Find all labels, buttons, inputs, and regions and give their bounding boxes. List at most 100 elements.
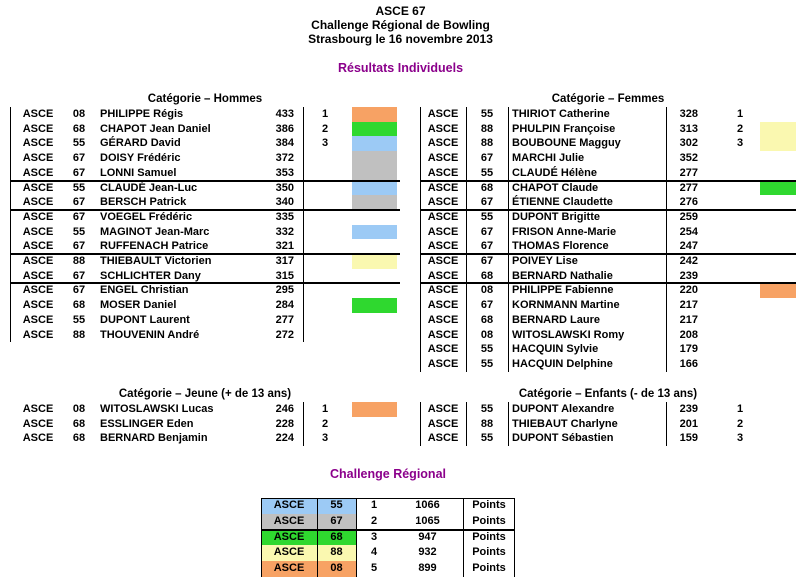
club-cell: ASCE	[22, 284, 54, 297]
club-number-cell: 67	[72, 269, 86, 282]
club-cell: ASCE	[427, 343, 459, 356]
table-row: ASCE 55 MAGINOT Jean-Marc 332	[10, 224, 400, 240]
team-color-cell	[760, 121, 796, 137]
player-name-cell: HACQUIN Delphine	[512, 357, 613, 370]
score-cell: 277	[679, 181, 698, 194]
club-number-cell: 68	[72, 122, 86, 135]
club-cell: ASCE	[22, 166, 54, 179]
team-color-cell	[352, 165, 397, 181]
player-name-cell: CHAPOT Jean Daniel	[100, 122, 211, 135]
club-cell: ASCE	[22, 328, 54, 341]
club-number-cell: 67	[72, 210, 86, 223]
table-row: ASCE 88 PHULPIN Françoise 313 2	[420, 121, 796, 137]
player-name-cell: DUPONT Alexandre	[512, 403, 615, 415]
player-name-cell: BOUBOUNE Magguy	[512, 137, 621, 150]
club-cell: ASCE	[427, 108, 459, 120]
score-cell: 433	[275, 108, 294, 120]
table-row: ASCE 67 POIVEY Lise 242	[420, 254, 796, 269]
total-points-cell: 899	[418, 562, 437, 575]
rank-cell: 1	[321, 403, 329, 415]
player-name-cell: CLAUDÉ Hélène	[512, 166, 597, 179]
table-row: ASCE 67 LONNI Samuel 353	[10, 165, 400, 181]
table-row-separator	[10, 179, 400, 182]
player-name-cell: BERNARD Benjamin	[100, 432, 208, 445]
club-number-cell: 88	[480, 137, 494, 150]
club-cell: ASCE	[427, 417, 459, 430]
club-cell: ASCE	[22, 210, 54, 223]
table-rows-femmes: ASCE 55 THIRIOT Catherine 328 1 ASCE 88 PHULPIN…	[420, 107, 796, 372]
table-row-separator	[420, 282, 796, 285]
team-color-cell	[352, 151, 397, 166]
score-cell: 277	[679, 166, 698, 179]
player-name-cell: GÉRARD David	[100, 137, 181, 150]
score-cell: 259	[679, 210, 698, 223]
score-cell: 384	[275, 137, 294, 150]
table-rows-enfants: ASCE 55 DUPONT Alexandre 239 1 ASCE 88 THIEBAUT…	[420, 402, 796, 447]
score-cell: 201	[679, 417, 698, 430]
club-number-cell: 55	[480, 343, 494, 356]
table-row: ASCE 55 HACQUIN Sylvie 179	[420, 342, 796, 357]
table-row: ASCE 68 CHAPOT Claude 277	[420, 180, 796, 196]
table-row: ASCE 67 KORNMANN Martine 217	[420, 298, 796, 313]
club-number-cell: 88	[72, 255, 86, 267]
club-number-cell: 08	[480, 284, 494, 297]
score-cell: 295	[275, 284, 294, 297]
table-column-divider	[463, 498, 464, 577]
team-color-cell	[261, 545, 356, 562]
total-points-cell: 1065	[415, 514, 440, 527]
club-number-cell: 55	[330, 499, 343, 511]
club-number-cell: 55	[480, 432, 494, 445]
player-name-cell: RUFFENACH Patrice	[100, 240, 209, 253]
table-row: ASCE 55 HACQUIN Delphine 166	[420, 357, 796, 372]
rank-cell: 1	[736, 108, 744, 120]
challenge-row: ASCE 55 1 1066 Points	[261, 498, 515, 514]
club-cell: ASCE	[22, 240, 54, 253]
player-name-cell: THIEBAUT Charlyne	[512, 417, 618, 430]
table-row: ASCE 68 BERNARD Benjamin 224 3	[10, 431, 400, 446]
score-cell: 350	[275, 181, 294, 194]
club-cell: ASCE	[22, 152, 54, 165]
table-column-divider	[356, 498, 357, 577]
player-name-cell: WITOSLAWSKI Romy	[512, 328, 625, 341]
table-row: ASCE 68 BERNARD Laure 217	[420, 313, 796, 328]
table-row: ASCE 88 THIEBAULT Victorien 317	[10, 254, 400, 269]
table-row: ASCE 67 MARCHI Julie 352	[420, 151, 796, 166]
player-name-cell: DUPONT Laurent	[100, 313, 190, 326]
team-color-cell	[352, 224, 397, 240]
club-cell: ASCE	[273, 514, 305, 527]
club-cell: ASCE	[22, 181, 54, 194]
club-cell: ASCE	[427, 284, 459, 297]
club-cell: ASCE	[427, 313, 459, 326]
event-location-date: Strasbourg le 16 novembre 2013	[308, 32, 493, 46]
club-number-cell: 08	[72, 403, 86, 415]
table-categorie-femmes: Catégorie – Femmes ASCE 55 THIRIOT Catheri…	[420, 93, 796, 372]
club-cell: ASCE	[427, 255, 459, 267]
club-cell: ASCE	[22, 137, 54, 150]
challenge-row: ASCE 08 5 899 Points	[261, 561, 515, 577]
table-column-divider	[508, 402, 509, 447]
club-cell: ASCE	[273, 499, 305, 511]
club-cell: ASCE	[273, 546, 305, 559]
club-cell: ASCE	[22, 403, 54, 415]
table-column-divider	[303, 402, 304, 447]
table-column-divider	[303, 107, 304, 343]
club-number-cell: 88	[72, 328, 86, 341]
rank-cell: 4	[370, 546, 378, 559]
rank-cell: 2	[370, 514, 378, 527]
score-cell: 217	[679, 313, 698, 326]
club-number-cell: 88	[330, 546, 343, 559]
team-color-cell	[760, 136, 796, 152]
table-rows-challenge: ASCE 55 1 1066 Points ASCE 67 2 1065 Points ASCE 68…	[261, 498, 515, 577]
team-color-cell	[261, 561, 356, 577]
score-cell: 340	[275, 196, 294, 209]
table-title-hommes: Catégorie – Hommes	[147, 93, 263, 105]
club-cell: ASCE	[22, 417, 54, 430]
table-row-separator	[10, 253, 400, 255]
table-column-divider	[10, 107, 11, 343]
score-cell: 242	[679, 255, 698, 267]
event-title: Challenge Régional de Bowling	[311, 18, 490, 32]
table-categorie-jeune: Catégorie – Jeune (+ de 13 ans) ASCE 08 WI…	[10, 388, 400, 447]
club-number-cell: 67	[72, 196, 86, 209]
table-column-divider	[666, 402, 667, 447]
